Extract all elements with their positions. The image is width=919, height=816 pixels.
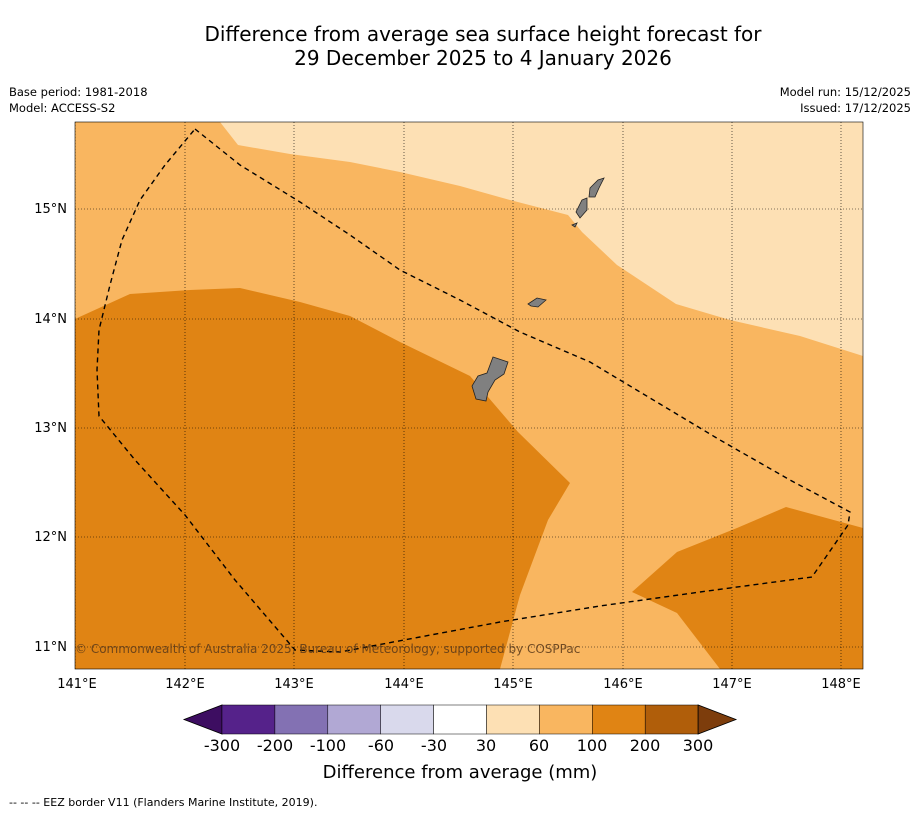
colorbar-tick-label: -60: [368, 736, 394, 755]
eez-border: [96, 128, 851, 653]
lat-label: 15°N: [34, 202, 67, 217]
copyright-watermark: © Commonwealth of Australia 2025, Bureau…: [75, 642, 580, 656]
colorbar-swatch: [644, 704, 699, 735]
model-run: Model run: 15/12/2025: [779, 85, 911, 99]
lon-label: 142°E: [165, 677, 205, 692]
colorbar-tick-label: 60: [529, 736, 549, 755]
lon-label: 144°E: [384, 677, 424, 692]
map-plot-area: © Commonwealth of Australia 2025, Bureau…: [75, 122, 863, 669]
colorbar-tick-label: 300: [683, 736, 714, 755]
colorbar-tick-label: 100: [577, 736, 608, 755]
colorbar-swatch: [539, 704, 593, 735]
shading-band-100-200-west: [75, 288, 570, 669]
chart-title: Difference from average sea surface heig…: [0, 22, 919, 70]
colorbar-tick-labels: -300 -200 -100 -60 -30 30 60 100 200 300: [204, 736, 713, 755]
colorbar-tick-label: -200: [257, 736, 293, 755]
colorbar-label: Difference from average (mm): [323, 762, 598, 783]
longitude-labels: 141°E 142°E 143°E 144°E 145°E 146°E 147°…: [57, 677, 861, 692]
latitude-labels: 15°N 14°N 13°N 12°N 11°N: [34, 202, 67, 655]
lat-label: 12°N: [34, 530, 67, 545]
colorbar-extend-min: [182, 704, 223, 735]
shading-band-30-60: [220, 122, 863, 356]
colorbar-swatch: [433, 704, 487, 735]
colorbar-tick-label: -30: [421, 736, 447, 755]
island-tinian: [575, 197, 588, 219]
islands: [471, 177, 605, 402]
title-line-2: 29 December 2025 to 4 January 2026: [294, 46, 672, 70]
colorbar-swatch: [274, 704, 329, 735]
graticule: [75, 122, 863, 669]
colorbar-swatch: [327, 704, 381, 735]
colorbar-extend-max: [697, 704, 738, 735]
colorbar-tick-label: -100: [310, 736, 346, 755]
colorbar-swatch: [486, 704, 540, 735]
lon-label: 147°E: [712, 677, 752, 692]
island-rota: [527, 297, 547, 308]
lon-label: 145°E: [493, 677, 533, 692]
colorbar: -300 -200 -100 -60 -30 30 60 100 200 300…: [182, 704, 738, 783]
lat-label: 13°N: [34, 421, 67, 436]
issued-date: Issued: 17/12/2025: [800, 101, 911, 115]
colorbar-swatch: [592, 704, 646, 735]
shading-band-100-200-east: [632, 507, 863, 669]
lat-label: 11°N: [34, 640, 67, 655]
colorbar-swatch: [380, 704, 434, 735]
base-period: Base period: 1981-2018: [9, 85, 148, 99]
lon-label: 143°E: [274, 677, 314, 692]
colorbar-tick-label: 200: [630, 736, 661, 755]
island-guam: [471, 356, 509, 402]
lon-label: 148°E: [821, 677, 861, 692]
colorbar-swatch: [221, 704, 276, 735]
model-name: Model: ACCESS-S2: [9, 101, 116, 115]
run-info: Model run: 15/12/2025 Issued: 17/12/2025: [780, 84, 911, 116]
lat-label: 14°N: [34, 312, 67, 327]
island-saipan: [588, 177, 605, 198]
island-aguijan: [571, 222, 578, 228]
eez-legend-note: -- -- -- EEZ border V11 (Flanders Marine…: [9, 796, 318, 809]
model-info: Base period: 1981-2018 Model: ACCESS-S2: [9, 84, 148, 116]
colorbar-tick-label: -300: [204, 736, 240, 755]
lon-label: 146°E: [603, 677, 643, 692]
title-line-1: Difference from average sea surface heig…: [204, 22, 762, 46]
map-frame: [74, 121, 864, 670]
colorbar-tick-label: 30: [476, 736, 496, 755]
lon-label: 141°E: [57, 677, 97, 692]
